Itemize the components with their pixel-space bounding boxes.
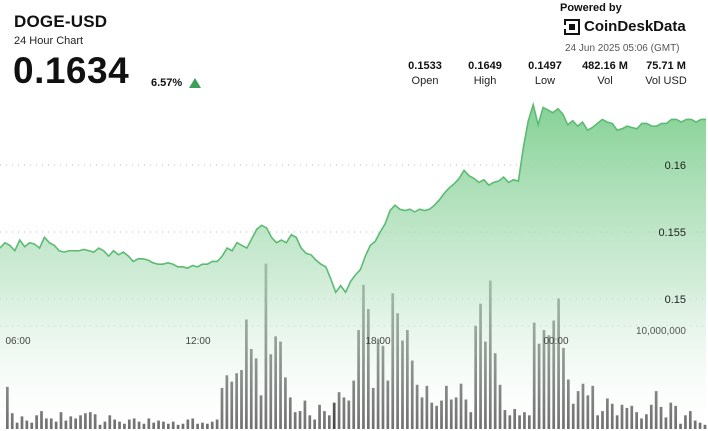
stat-open: 0.1533 Open [404, 60, 446, 87]
stat-value: 482.16 M [582, 60, 628, 72]
stat-label: Vol [597, 75, 613, 87]
stat-label: Open [411, 75, 439, 87]
up-arrow-icon [189, 78, 201, 88]
current-price: 0.1634 [13, 50, 130, 91]
stat-value: 0.1649 [468, 60, 502, 72]
coindesk-logo-icon [564, 18, 580, 35]
timestamp: 24 Jun 2025 05:06 (GMT) [565, 43, 680, 54]
stat-label: Vol USD [645, 75, 687, 87]
stat-high: 0.1649 High [464, 60, 506, 87]
price-line [0, 101, 706, 294]
y-tick-label: 0.16 [665, 160, 686, 172]
chart-subtitle: 24 Hour Chart [14, 35, 84, 47]
y-axis-ticks: 0.16 0.155 0.15 [658, 160, 686, 306]
powered-by-label: Powered by [560, 2, 622, 14]
x-tick-label: 00:00 [543, 336, 568, 347]
x-tick-label: 18:00 [365, 336, 390, 347]
stat-value: 75.71 M [646, 60, 686, 72]
price-area [0, 104, 706, 431]
y-tick-label: 0.155 [658, 227, 686, 239]
stat-label: Low [534, 75, 556, 87]
x-tick-label: 12:00 [185, 336, 210, 347]
volume-scale-label: 10,000,000 [636, 326, 686, 337]
stat-value: 0.1533 [408, 60, 442, 72]
stat-low: 0.1497 Low [524, 60, 566, 87]
price-change: 6.57% [151, 77, 183, 89]
brand-logo[interactable]: CoinDeskData [564, 18, 686, 35]
x-axis-ticks: 06:00 12:00 18:00 00:00 [5, 336, 568, 347]
x-tick-label: 06:00 [5, 336, 30, 347]
page-title: DOGE-USD [14, 12, 108, 31]
y-tick-label: 0.15 [665, 294, 686, 306]
stat-value: 0.1497 [528, 60, 562, 72]
stat-vol-usd: 75.71 M Vol USD [640, 60, 692, 87]
brand-name: CoinDeskData [584, 18, 686, 35]
stat-label: High [473, 75, 497, 87]
stat-vol: 482.16 M Vol [576, 60, 634, 87]
